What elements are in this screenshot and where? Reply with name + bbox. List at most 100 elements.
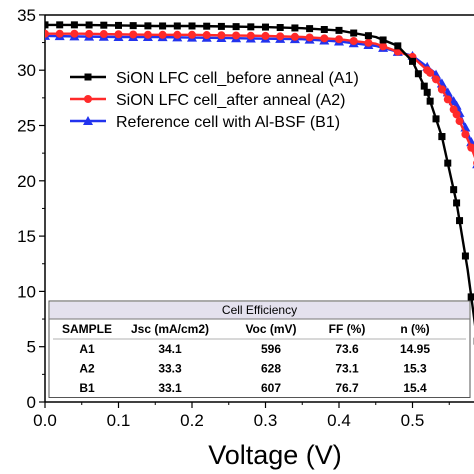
y-tick-label: 0: [27, 393, 36, 412]
data-point: [437, 85, 446, 94]
y-tick-label: 25: [17, 117, 36, 136]
legend: SiON LFC cell_before anneal (A1) SiON LFC…: [70, 70, 359, 131]
table-cell: 76.7: [335, 381, 359, 395]
data-point: [455, 117, 464, 126]
table-cell: 33.3: [158, 362, 182, 376]
data-point: [202, 31, 211, 40]
legend-label: Reference cell with Al-BSF (B1): [116, 114, 340, 131]
table-title-bg: [50, 302, 469, 319]
data-point: [45, 29, 49, 38]
data-point: [246, 31, 255, 40]
y-tick-label: 10: [17, 282, 36, 301]
table-cell: A2: [79, 362, 95, 376]
data-point: [232, 23, 240, 31]
data-point: [394, 42, 402, 50]
data-point: [443, 95, 452, 104]
data-point: [261, 31, 270, 40]
data-point: [426, 68, 435, 77]
data-point: [114, 30, 123, 39]
table-cell: A1: [79, 342, 95, 356]
legend-marker: [83, 116, 93, 125]
data-point: [364, 38, 373, 47]
legend-label: SiON LFC cell_after anneal (A2): [116, 92, 345, 109]
data-point: [276, 32, 285, 41]
y-tick-label: 20: [17, 172, 36, 191]
x-tick-label: 0.1: [107, 411, 131, 430]
data-point: [99, 30, 108, 39]
data-point: [335, 26, 343, 34]
data-point: [217, 22, 225, 30]
data-point: [232, 31, 241, 40]
table-header-cell: n (%): [400, 322, 429, 336]
data-point: [426, 97, 434, 105]
data-point: [432, 115, 440, 123]
data-point: [291, 24, 299, 32]
data-point: [173, 22, 181, 30]
data-point: [56, 21, 64, 29]
table-cell: 596: [261, 342, 281, 356]
table-header-cell: SAMPLE: [62, 322, 112, 336]
legend-entry-3: Reference cell with Al-BSF (B1): [70, 114, 340, 131]
data-point: [414, 70, 422, 78]
x-tick-label: 0.3: [254, 411, 278, 430]
data-point: [420, 82, 428, 90]
data-point: [144, 22, 152, 30]
data-point: [143, 30, 152, 39]
legend-entry-1: SiON LFC cell_before anneal (A1): [70, 70, 359, 87]
x-tick-label: 0.5: [401, 411, 425, 430]
legend-label: SiON LFC cell_before anneal (A1): [116, 70, 359, 87]
data-point: [85, 21, 93, 29]
table-title: Cell Efficiency: [222, 303, 297, 317]
data-point: [450, 186, 458, 194]
data-point: [129, 22, 137, 30]
table-cell: B1: [79, 381, 95, 395]
data-point: [456, 217, 464, 225]
series-area: [45, 21, 474, 345]
data-point: [444, 159, 452, 167]
data-point: [461, 252, 469, 260]
legend-marker: [84, 95, 92, 103]
table-row: A2 33.3 628 73.1 15.3: [79, 362, 427, 376]
table-cell: 14.95: [400, 342, 430, 356]
table-cell: 628: [261, 362, 281, 376]
data-point: [306, 25, 314, 33]
table-header-cell: FF (%): [329, 322, 366, 336]
data-point: [262, 23, 269, 31]
table-header-cell: Jsc (mA/cm2): [131, 322, 209, 336]
data-point: [379, 42, 388, 51]
y-tick-label: 35: [17, 6, 36, 25]
x-tick-label: 0.0: [33, 411, 57, 430]
table-cell: 73.1: [335, 362, 359, 376]
data-point: [438, 133, 446, 141]
y-tick-label: 5: [27, 338, 36, 357]
data-point: [55, 29, 64, 38]
legend-marker: [84, 73, 92, 81]
table-row: A1 34.1 596 73.6 14.95: [79, 342, 430, 356]
x-tick-label: 0.4: [327, 411, 351, 430]
table-cell: 34.1: [158, 342, 182, 356]
data-point: [409, 57, 416, 65]
data-point: [158, 30, 167, 39]
data-point: [423, 88, 431, 96]
data-point: [100, 21, 108, 29]
series-1: [45, 21, 474, 345]
x-axis-title: Voltage (V): [208, 440, 342, 470]
data-point: [379, 36, 387, 44]
data-point: [290, 32, 299, 41]
table-cell: 73.6: [335, 342, 359, 356]
data-point: [188, 22, 196, 30]
table-cell: 33.1: [158, 381, 182, 395]
data-point: [349, 37, 358, 46]
data-point: [85, 29, 94, 38]
data-point: [203, 22, 211, 30]
data-point: [276, 24, 284, 32]
axes: 0.00.10.20.30.40.50.605101520253035: [17, 6, 474, 430]
data-point: [467, 143, 474, 152]
data-point: [115, 21, 122, 29]
data-point: [335, 35, 343, 44]
table-row: B1 33.1 607 76.7 15.4: [79, 381, 427, 395]
legend-entry-2: SiON LFC cell_after anneal (A2): [70, 92, 345, 109]
data-point: [188, 30, 196, 39]
data-point: [350, 29, 358, 37]
y-tick-label: 30: [17, 61, 36, 80]
